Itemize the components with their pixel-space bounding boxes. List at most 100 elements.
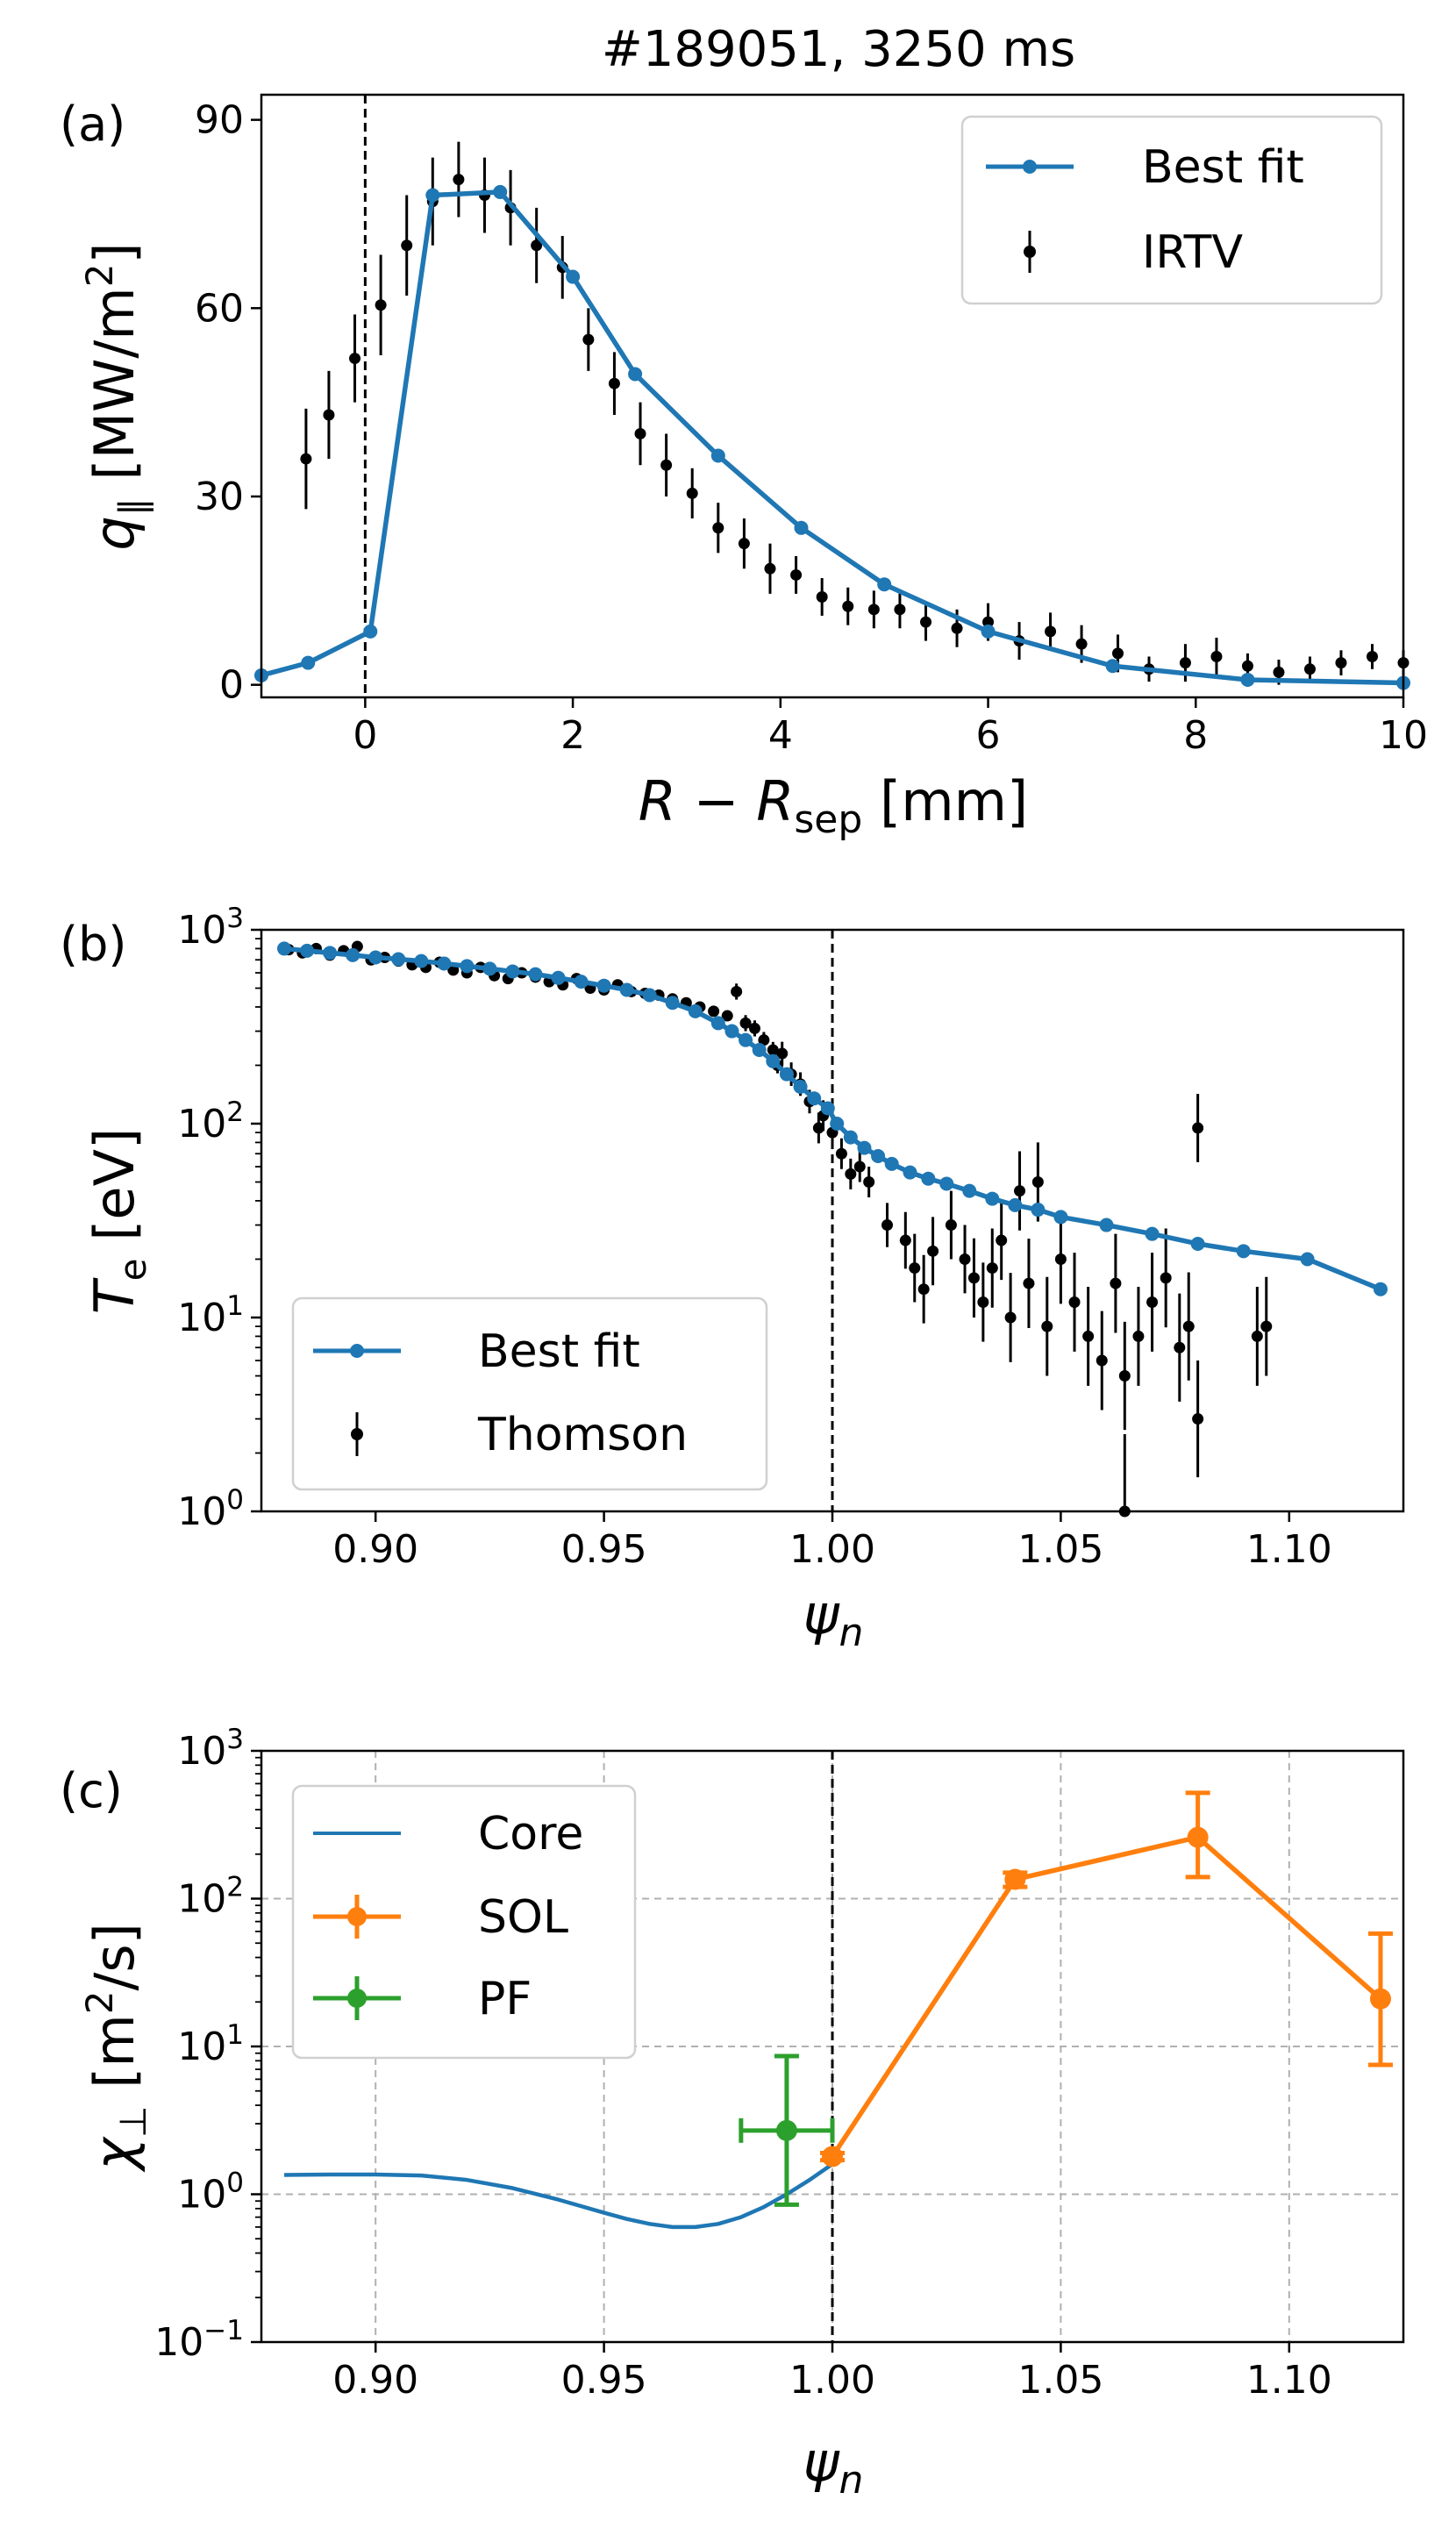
best-fit-point — [482, 961, 497, 976]
thomson-point — [1014, 1185, 1026, 1197]
best-fit-point — [301, 655, 316, 670]
thomson-point — [996, 1234, 1008, 1246]
best-fit-point — [724, 1024, 739, 1039]
irtv-point — [1303, 663, 1316, 675]
best-fit-point — [391, 952, 406, 967]
best-fit-point — [752, 1042, 767, 1057]
irtv-point — [951, 622, 963, 634]
x-tick-label: 1.05 — [1017, 2358, 1103, 2403]
best-fit-point — [1190, 1236, 1205, 1251]
thomson-point — [1041, 1320, 1053, 1332]
best-fit-point — [739, 1032, 753, 1047]
panel-a-xlabel: R − Rsep [mm] — [639, 769, 1028, 842]
y-tick-label: 0 — [219, 663, 244, 708]
best-fit-point — [628, 367, 643, 382]
best-fit-point — [566, 269, 581, 284]
thomson-point — [1082, 1330, 1095, 1342]
best-fit-point — [1099, 1218, 1114, 1232]
best-fit-point — [830, 1117, 845, 1131]
x-tick-label: 0.95 — [561, 1527, 647, 1572]
best-fit-point — [820, 1101, 835, 1116]
irtv-point — [401, 239, 413, 252]
y-tick-label: 103 — [177, 1724, 244, 1774]
best-fit-point — [425, 188, 440, 203]
best-fit-point — [688, 1003, 703, 1018]
irtv-point — [1273, 666, 1285, 678]
x-tick-label: 4 — [768, 713, 793, 758]
irtv-point — [790, 568, 803, 581]
y-tick-label: 102 — [177, 1096, 244, 1146]
irtv-point — [686, 487, 698, 499]
x-tick-label: 0 — [353, 713, 377, 758]
sol-point — [822, 2146, 843, 2167]
thomson-point — [748, 1022, 760, 1034]
best-fit-point — [939, 1176, 954, 1191]
best-fit-point — [346, 947, 360, 962]
irtv-point — [920, 616, 932, 628]
thomson-point — [739, 1017, 752, 1029]
panel-b-xlabel: ψn — [803, 1582, 864, 1655]
best-fit-point — [1008, 1197, 1023, 1212]
thomson-point — [1023, 1277, 1035, 1289]
thomson-point — [721, 1010, 733, 1022]
panel-c-ylabel: χ⊥ [m2/s] — [78, 1923, 154, 2173]
best-fit-line — [261, 189, 1404, 686]
best-fit-point — [619, 982, 634, 997]
irtv-point — [867, 603, 880, 616]
best-fit-point — [793, 1079, 808, 1094]
panel-b-legend: Best fit Thomson — [291, 1296, 768, 1491]
best-fit-point — [363, 624, 378, 639]
panel-c-xlabel: ψn — [803, 2430, 864, 2503]
thomson-point — [776, 1047, 789, 1060]
best-fit-point — [877, 577, 892, 592]
irtv-point — [323, 409, 335, 421]
thomson-point — [1174, 1341, 1186, 1353]
irtv-point — [300, 453, 312, 465]
irtv-point — [764, 562, 776, 575]
sol-point — [1187, 1826, 1209, 1848]
best-fit-point — [437, 956, 452, 971]
best-fit-point — [857, 1140, 872, 1155]
x-tick-label: 6 — [976, 713, 1001, 758]
legend-best-fit-label: Best fit — [478, 1325, 640, 1378]
irtv-point — [453, 174, 465, 186]
best-fit-point — [985, 1191, 1000, 1206]
best-fit-point — [710, 1016, 725, 1031]
best-fit-point — [807, 1091, 822, 1106]
x-tick-label: 10 — [1379, 713, 1428, 758]
best-fit-point — [779, 1067, 794, 1082]
x-tick-label: 1.05 — [1017, 1527, 1103, 1572]
thomson-point — [909, 1262, 921, 1275]
thomson-point — [1182, 1320, 1195, 1332]
best-fit-point — [460, 959, 475, 974]
legend-irtv-label: IRTV — [1142, 226, 1243, 279]
thomson-point — [812, 1122, 824, 1134]
irtv-point — [1366, 650, 1378, 662]
best-fit-point — [551, 970, 566, 985]
best-fit-point — [505, 964, 520, 979]
x-tick-label: 0.90 — [332, 1527, 418, 1572]
panel-a-ylabel: q∥ [MW/m2] — [78, 242, 154, 550]
irtv-point — [738, 538, 750, 550]
thomson-point — [1118, 1370, 1131, 1382]
irtv-point — [842, 600, 854, 612]
y-tick-label: 100 — [177, 2167, 244, 2217]
irtv-point — [816, 591, 828, 603]
x-tick-label: 0.95 — [561, 2358, 647, 2403]
legend-core-label: Core — [478, 1808, 583, 1860]
panel-b-ylabel: Te [eV] — [82, 1128, 154, 1314]
y-tick-label: 101 — [177, 2019, 244, 2069]
sol-point — [1369, 1988, 1391, 2010]
thomson-point — [1068, 1296, 1081, 1309]
x-tick-label: 1.10 — [1246, 2358, 1332, 2403]
best-fit-point — [766, 1053, 781, 1068]
irtv-point — [1075, 638, 1088, 650]
best-fit-point — [596, 978, 611, 993]
best-fit-point — [1053, 1210, 1068, 1225]
legend-irtv-marker — [1024, 246, 1036, 258]
best-fit-point — [528, 967, 543, 982]
legend-best-fit-label: Best fit — [1142, 141, 1304, 194]
best-fit-point — [962, 1183, 977, 1198]
thomson-point — [863, 1176, 875, 1189]
y-tick-label: 101 — [177, 1290, 244, 1340]
